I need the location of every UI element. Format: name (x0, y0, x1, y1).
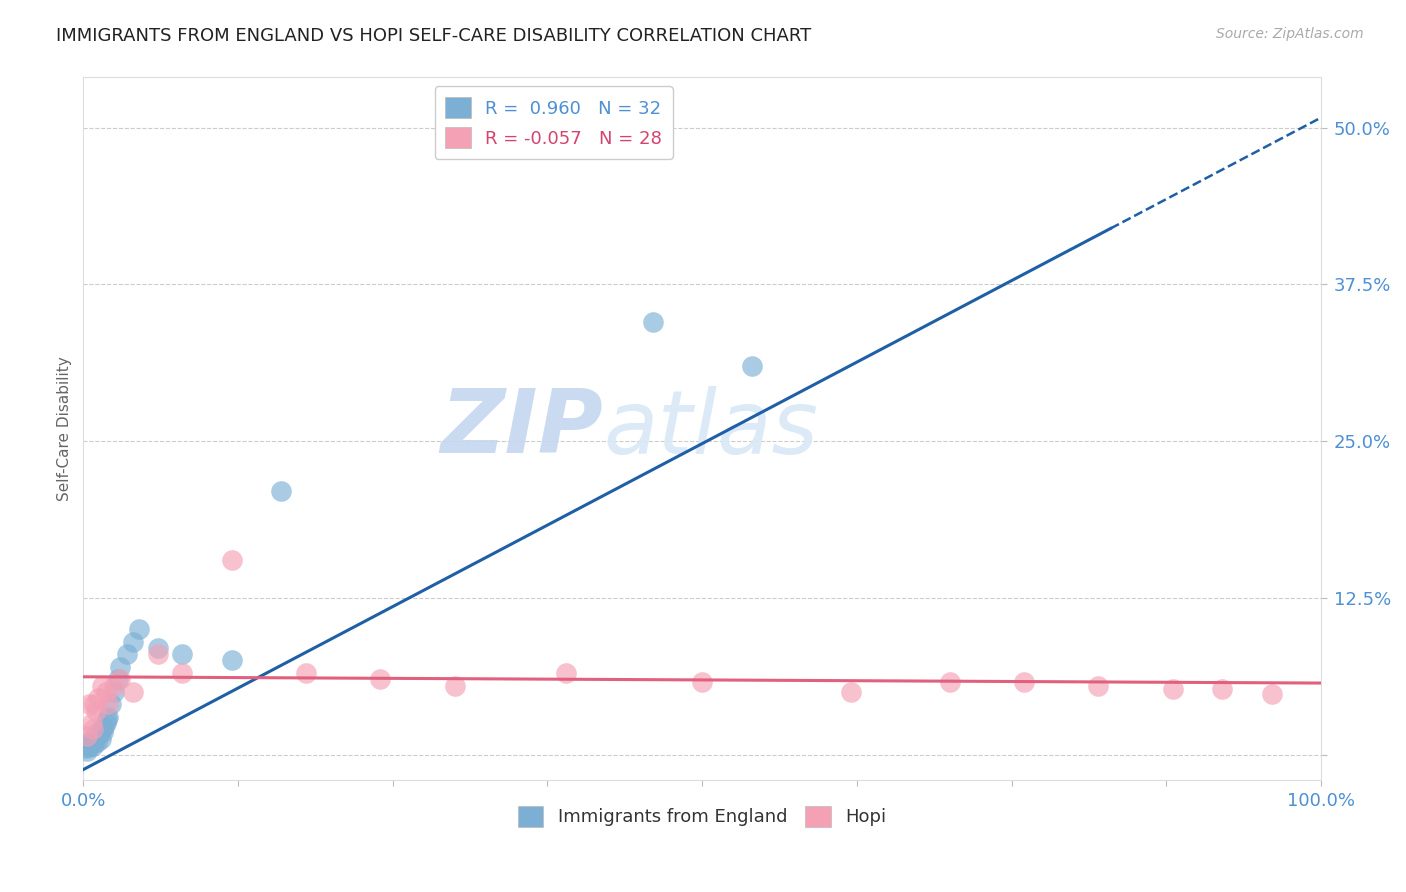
Point (90, 732, 112, 747)
Point (115, 647, 138, 661)
Point (146, 640, 169, 655)
Point (103, 679, 125, 693)
Point (100, 698, 122, 712)
Point (97, 698, 120, 712)
Point (82, 739, 104, 753)
Point (75, 741, 97, 756)
Point (221, 653, 243, 667)
Point (443, 679, 465, 693)
Point (172, 666, 194, 681)
Point (121, 634, 143, 648)
Point (82, 723, 104, 737)
Point (103, 685, 125, 699)
Point (87, 691, 110, 706)
Y-axis label: Self-Care Disability: Self-Care Disability (58, 356, 72, 501)
Point (555, 666, 578, 681)
Point (221, 553, 243, 567)
Point (121, 685, 143, 699)
Point (90, 679, 112, 693)
Text: IMMIGRANTS FROM ENGLAND VS HOPI SELF-CARE DISABILITY CORRELATION CHART: IMMIGRANTS FROM ENGLAND VS HOPI SELF-CAR… (56, 27, 811, 45)
Point (76, 729, 98, 743)
Point (86, 735, 108, 749)
Point (690, 674, 713, 689)
Point (84, 729, 107, 743)
Text: atlas: atlas (603, 385, 818, 472)
Point (94, 685, 117, 699)
Point (641, 315, 664, 329)
Point (939, 674, 962, 689)
Text: ZIP: ZIP (440, 385, 603, 472)
Point (80, 735, 103, 749)
Point (96, 713, 118, 727)
Text: Source: ZipAtlas.com: Source: ZipAtlas.com (1216, 27, 1364, 41)
Point (94, 716, 117, 731)
Point (110, 673, 132, 687)
Point (1260, 687, 1282, 701)
Point (370, 673, 392, 687)
Point (76, 744, 98, 758)
Point (1161, 682, 1184, 697)
Point (146, 647, 169, 661)
Point (172, 647, 194, 661)
Point (1211, 682, 1233, 697)
Point (91, 725, 114, 739)
Point (90, 723, 112, 737)
Point (83, 736, 105, 750)
Point (1012, 674, 1035, 689)
Point (128, 622, 150, 636)
Point (270, 484, 292, 499)
Point (741, 359, 763, 373)
Point (89, 727, 111, 741)
Point (93, 720, 115, 734)
Point (79, 739, 101, 754)
Point (79, 698, 101, 712)
Point (83, 698, 105, 712)
Point (1087, 679, 1109, 693)
Point (839, 685, 862, 699)
Point (77, 738, 100, 752)
Point (84, 704, 107, 718)
Point (87, 725, 110, 739)
Point (295, 666, 318, 681)
Point (110, 659, 132, 673)
Point (97, 710, 120, 724)
Legend: Immigrants from England, Hopi: Immigrants from England, Hopi (510, 798, 893, 834)
Point (107, 673, 129, 687)
Point (80, 716, 103, 731)
Point (80, 732, 103, 747)
